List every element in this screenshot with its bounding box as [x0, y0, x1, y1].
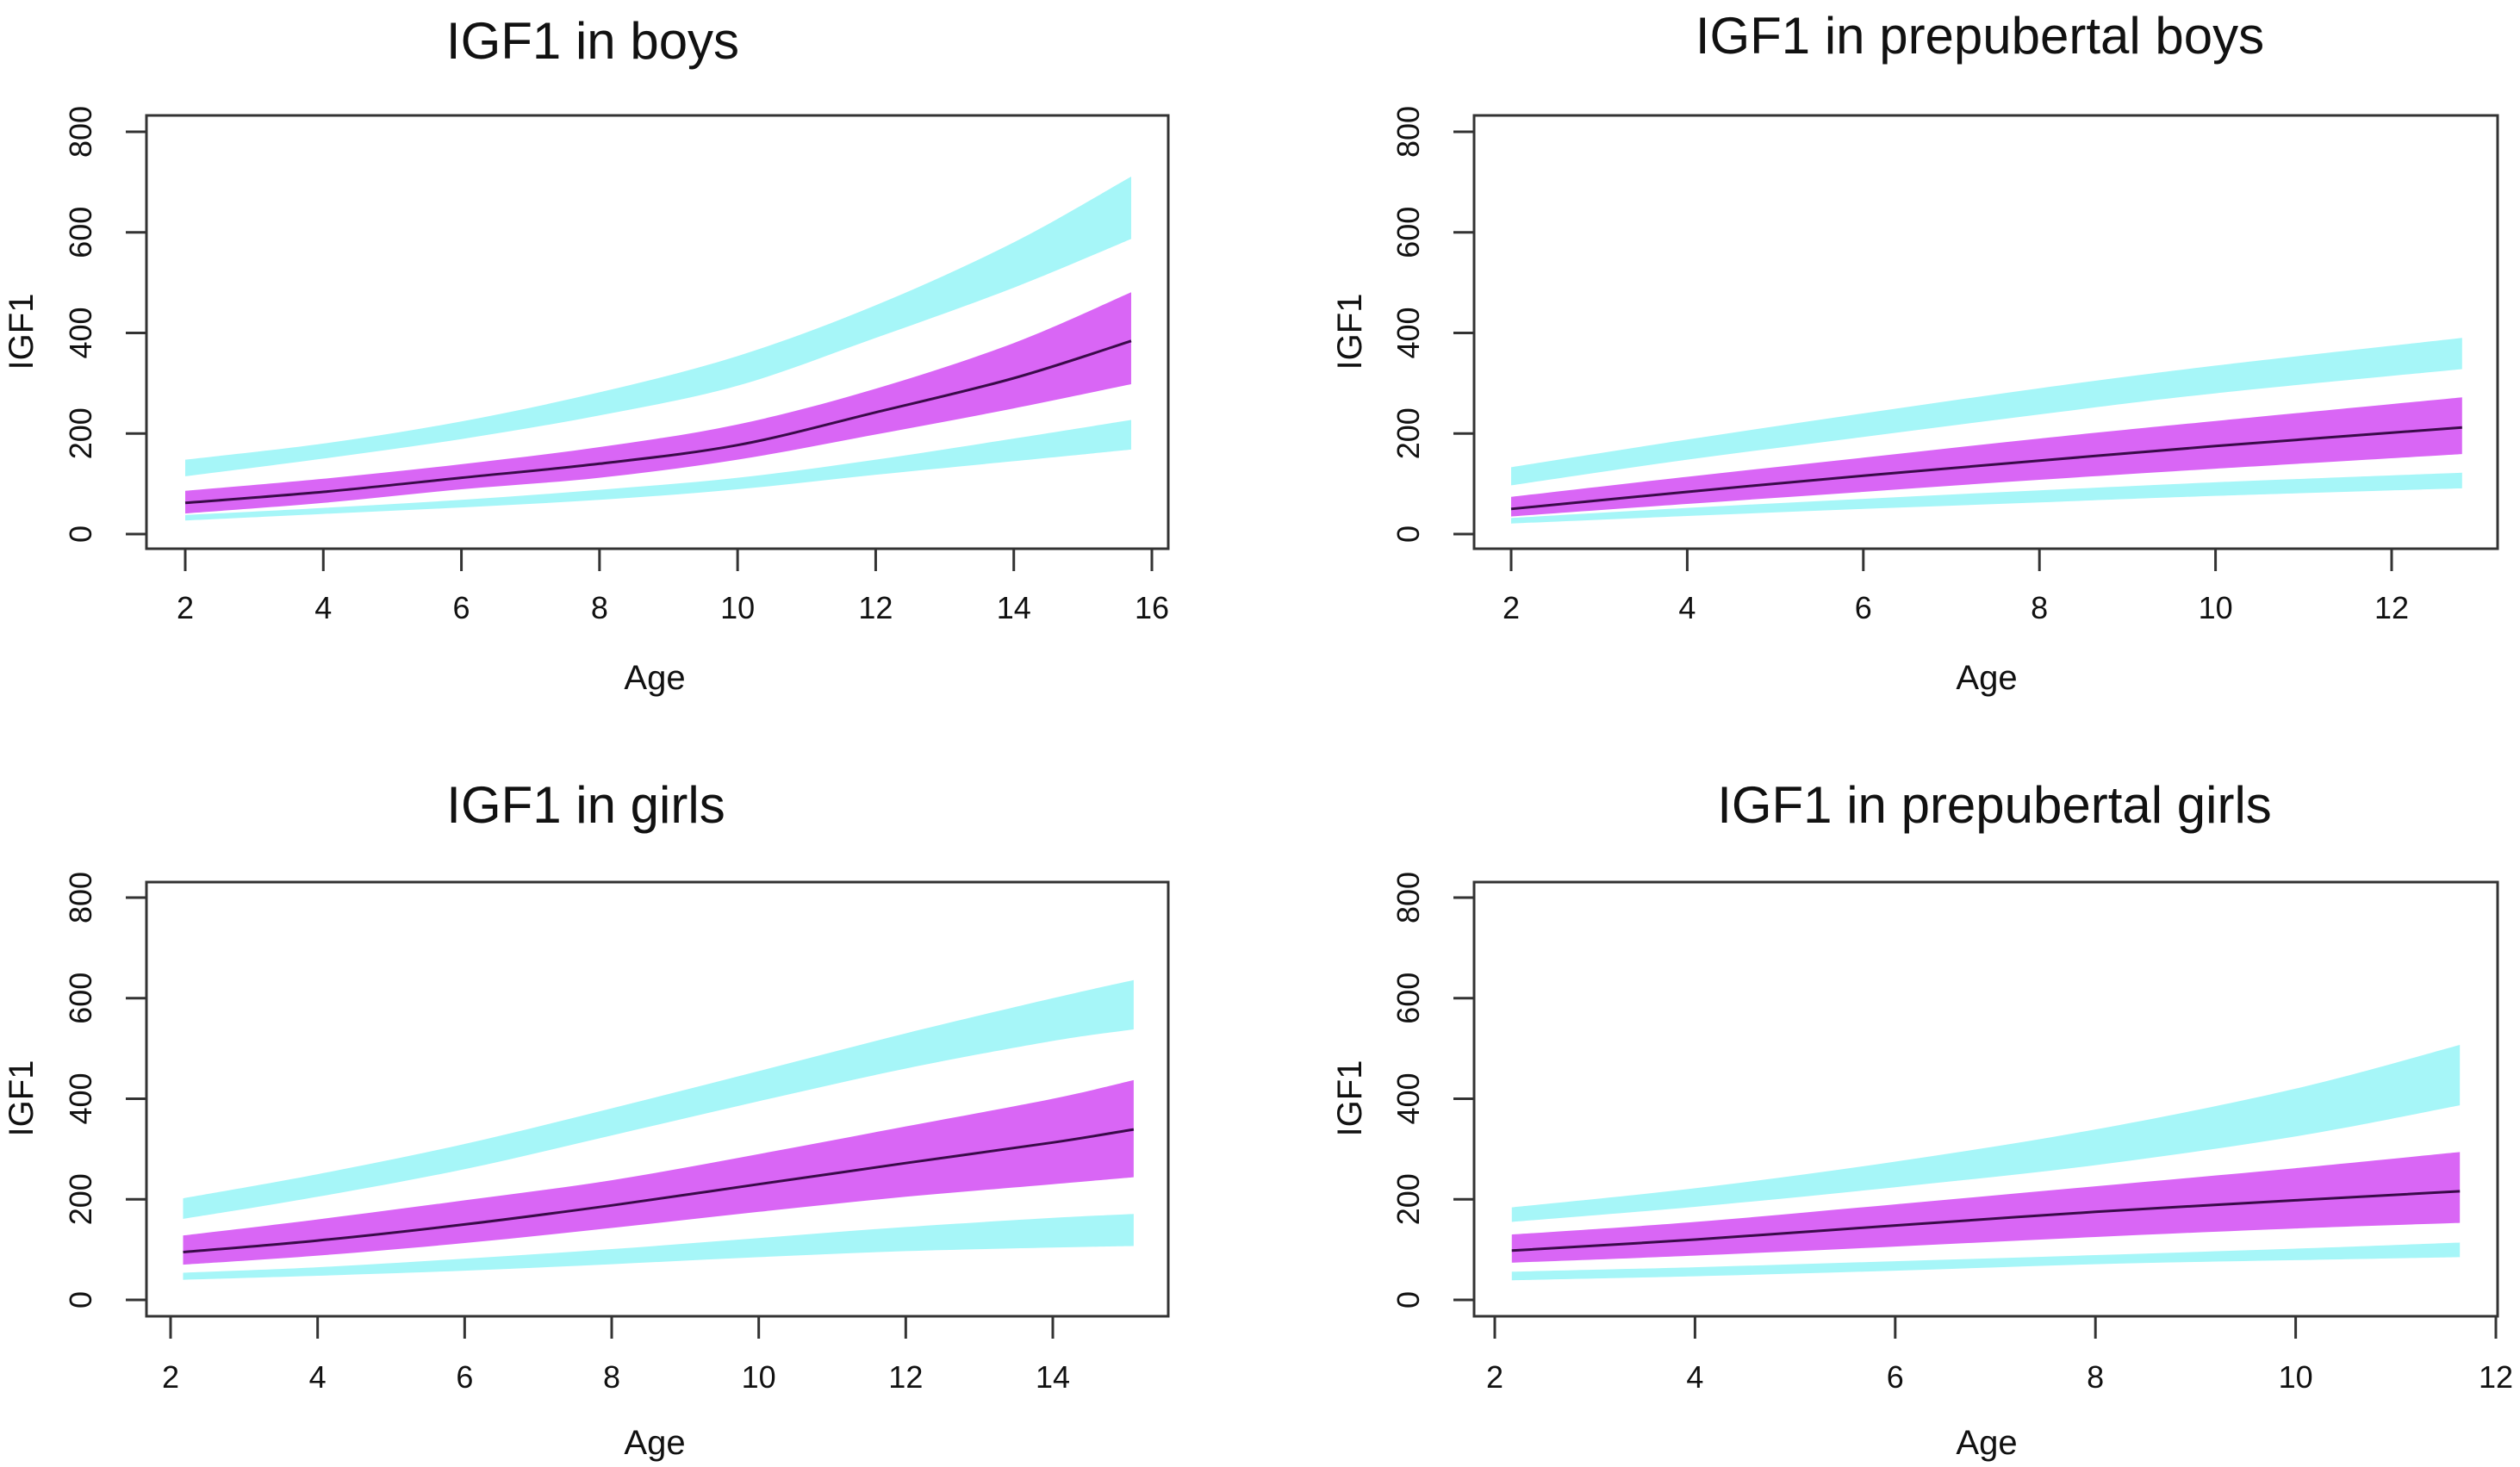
y-tick-label: 600	[1391, 207, 1426, 258]
x-axis-label: Age	[1956, 659, 2017, 697]
y-axis-label: IGF1	[3, 1060, 40, 1137]
y-tick-label: 0	[1391, 1291, 1426, 1308]
upper-outer-band	[1511, 1045, 2461, 1222]
median-line	[184, 339, 1132, 505]
panel-boys: IGF1 in boys Age IGF1 2 4 6 8 10 12 14 16 0 200 40…	[3, 12, 1170, 697]
y-tick-label: 200	[63, 1173, 98, 1225]
y-tick-label: 600	[1391, 973, 1426, 1024]
x-tick-label: 4	[314, 590, 332, 625]
x-tick-label: 6	[1855, 590, 1872, 625]
x-tick-label: 6	[456, 1359, 473, 1395]
x-tick-label: 8	[2031, 590, 2048, 625]
y-axis-label: IGF1	[3, 294, 40, 370]
y-tick-label: 600	[63, 973, 98, 1024]
y-tick-label: 600	[63, 207, 98, 258]
median-line	[183, 1128, 1135, 1254]
x-tick-label: 2	[162, 1359, 179, 1395]
x-tick-label: 10	[742, 1359, 776, 1395]
x-tick-label: 16	[1135, 590, 1169, 625]
y-tick-label: 800	[63, 106, 98, 158]
x-tick-label: 12	[2479, 1359, 2513, 1395]
x-tick-label: 6	[1887, 1359, 1904, 1395]
y-tick-label: 0	[1391, 525, 1426, 543]
x-axis-label: Age	[624, 1424, 685, 1462]
panel-prepubertal-boys: IGF1 in prepubertal boys Age IGF1 2 4 6 8 10…	[1331, 7, 2499, 697]
lower-outer-band	[185, 420, 1131, 521]
x-tick-label: 2	[177, 590, 194, 625]
x-tick-label: 2	[1503, 590, 1520, 625]
lower-outer-band	[1511, 472, 2462, 524]
lower-outer-band	[1511, 1242, 2461, 1281]
y-tick-label: 800	[1391, 872, 1426, 923]
median-line	[1511, 1190, 2461, 1253]
panel-girls: IGF1 in girls Age IGF1 2 4 6 8 10 12 14 0 200 400…	[3, 776, 1170, 1462]
y-tick-label: 200	[1391, 407, 1426, 459]
y-tick-label: 400	[1391, 307, 1426, 358]
y-axis-label: IGF1	[1331, 1060, 1369, 1137]
panel-title: IGF1 in prepubertal girls	[1717, 776, 2272, 834]
y-tick-label: 0	[63, 525, 98, 543]
y-tick-label: 200	[63, 407, 98, 459]
panel-title: IGF1 in boys	[446, 12, 739, 70]
x-tick-label: 14	[1036, 1359, 1070, 1395]
panel-title: IGF1 in prepubertal boys	[1696, 7, 2264, 65]
x-tick-label: 10	[720, 590, 755, 625]
upper-outer-band	[183, 979, 1134, 1219]
x-tick-label: 8	[2087, 1359, 2104, 1395]
inner-band	[185, 292, 1131, 514]
y-tick-label: 200	[1391, 1173, 1426, 1225]
x-axis-label: Age	[624, 659, 685, 697]
panel-title: IGF1 in girls	[446, 776, 725, 834]
median-line	[1510, 426, 2462, 511]
y-tick-label: 400	[63, 1072, 98, 1124]
upper-outer-band	[185, 177, 1131, 476]
x-tick-label: 4	[309, 1359, 327, 1395]
y-tick-label: 400	[1391, 1072, 1426, 1124]
x-tick-label: 12	[2374, 590, 2409, 625]
x-tick-label: 10	[2279, 1359, 2313, 1395]
y-tick-label: 0	[63, 1291, 98, 1308]
x-tick-label: 6	[453, 590, 470, 625]
x-tick-label: 2	[1486, 1359, 1503, 1395]
x-tick-label: 12	[858, 590, 893, 625]
y-axis-label: IGF1	[1331, 294, 1369, 370]
y-tick-label: 800	[1391, 106, 1426, 158]
x-tick-label: 14	[997, 590, 1031, 625]
inner-band	[183, 1079, 1134, 1265]
x-tick-label: 8	[591, 590, 608, 625]
lower-outer-band	[183, 1214, 1134, 1280]
y-tick-label: 400	[63, 307, 98, 358]
upper-outer-band	[1511, 338, 2462, 486]
x-tick-label: 10	[2199, 590, 2233, 625]
panel-prepubertal-girls: IGF1 in prepubertal girls Age IGF1 2 4 6 8 1…	[1331, 776, 2513, 1462]
x-tick-label: 4	[1678, 590, 1696, 625]
y-tick-label: 800	[63, 872, 98, 923]
x-axis-label: Age	[1956, 1424, 2017, 1462]
x-tick-label: 8	[603, 1359, 620, 1395]
x-tick-label: 4	[1686, 1359, 1703, 1395]
x-tick-label: 12	[888, 1359, 923, 1395]
